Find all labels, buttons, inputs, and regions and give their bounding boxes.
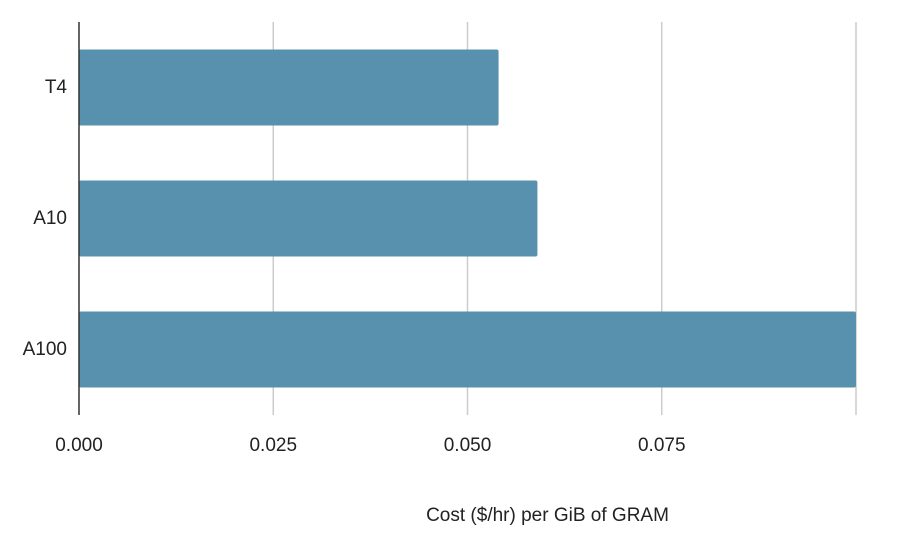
bar-a10 [79,180,538,257]
category-label-t4: T4 [45,77,68,98]
x-tick-label: 0.000 [55,435,103,456]
x-tick-label: 0.025 [249,435,297,456]
category-labels: T4 A10 A100 [23,77,68,360]
category-label-a100: A100 [23,339,67,360]
bars [79,49,856,388]
bar-a100 [79,311,856,388]
x-tick-labels: 0.000 0.025 0.050 0.075 [55,435,685,456]
x-axis-title: Cost ($/hr) per GiB of GRAM [426,505,669,526]
bar-t4 [79,49,499,126]
category-label-a10: A10 [33,208,67,229]
x-tick-label: 0.050 [444,435,492,456]
x-tick-label: 0.075 [638,435,686,456]
